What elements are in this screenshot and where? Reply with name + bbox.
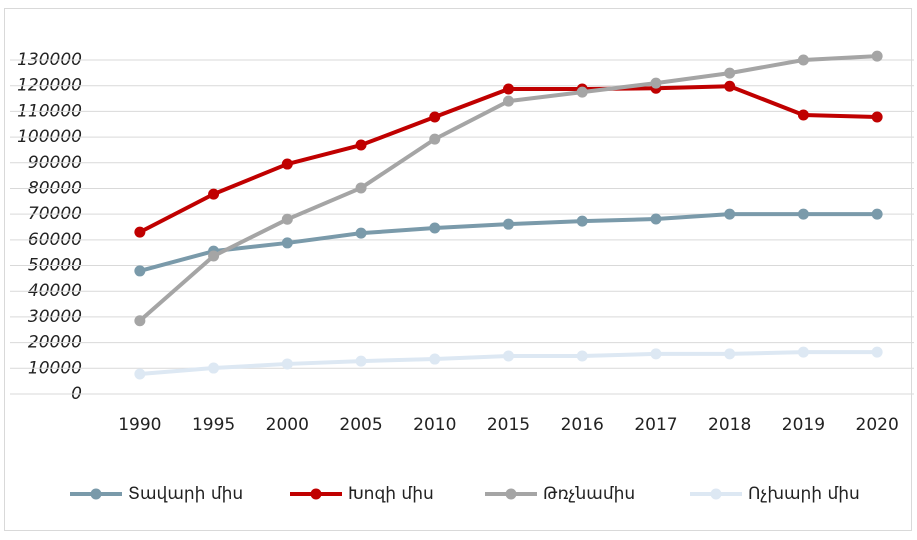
point	[797, 208, 809, 220]
legend-marker	[710, 488, 722, 500]
x-tick-label: 1990	[118, 415, 161, 435]
point	[871, 50, 883, 62]
point	[724, 208, 736, 220]
point	[134, 368, 146, 380]
point	[503, 95, 514, 107]
point	[429, 222, 441, 234]
legend-label: Խոզի միս	[348, 484, 434, 504]
point	[650, 77, 662, 89]
point	[355, 139, 367, 151]
legend-marker	[310, 488, 322, 500]
x-tick-label: 1995	[192, 415, 235, 435]
point	[134, 265, 146, 277]
legend-marker	[505, 488, 517, 500]
x-tick-label: 2000	[266, 415, 309, 435]
legend-label: Թռչնամիս	[543, 484, 635, 504]
legend-marker	[90, 488, 102, 500]
point	[208, 362, 220, 374]
point	[576, 215, 588, 227]
point	[429, 133, 441, 145]
point	[208, 250, 220, 262]
x-tick-label: 2017	[634, 415, 677, 435]
point	[503, 218, 514, 230]
point	[724, 67, 736, 79]
point	[429, 111, 441, 123]
point	[355, 227, 367, 239]
point	[576, 86, 588, 98]
point	[797, 109, 809, 121]
x-tick-label: 2018	[708, 415, 751, 435]
point	[281, 158, 293, 170]
legend-label: Տավարի միս	[128, 484, 243, 504]
x-tick-label: 2019	[782, 415, 825, 435]
x-tick-label: 2015	[487, 415, 530, 435]
legend-label: Ոչխարի միս	[748, 484, 860, 504]
point	[503, 350, 514, 362]
point	[650, 213, 662, 225]
point	[281, 237, 293, 249]
point	[281, 213, 293, 225]
x-tick-label: 2005	[339, 415, 382, 435]
point	[797, 346, 809, 358]
point	[576, 350, 588, 362]
point	[871, 346, 883, 358]
point	[871, 208, 883, 220]
point	[724, 80, 736, 92]
point	[134, 315, 146, 327]
x-tick-label: 2016	[561, 415, 604, 435]
point	[134, 226, 146, 238]
point	[797, 54, 809, 66]
x-tick-label: 2020	[856, 415, 899, 435]
x-tick-label: 2010	[413, 415, 456, 435]
point	[429, 353, 441, 365]
point	[650, 348, 662, 360]
point	[355, 355, 367, 367]
point	[503, 83, 514, 95]
point	[355, 182, 367, 194]
point	[281, 358, 293, 370]
point	[724, 348, 736, 360]
point	[208, 188, 220, 200]
point	[871, 111, 883, 123]
chart-frame	[4, 8, 912, 531]
